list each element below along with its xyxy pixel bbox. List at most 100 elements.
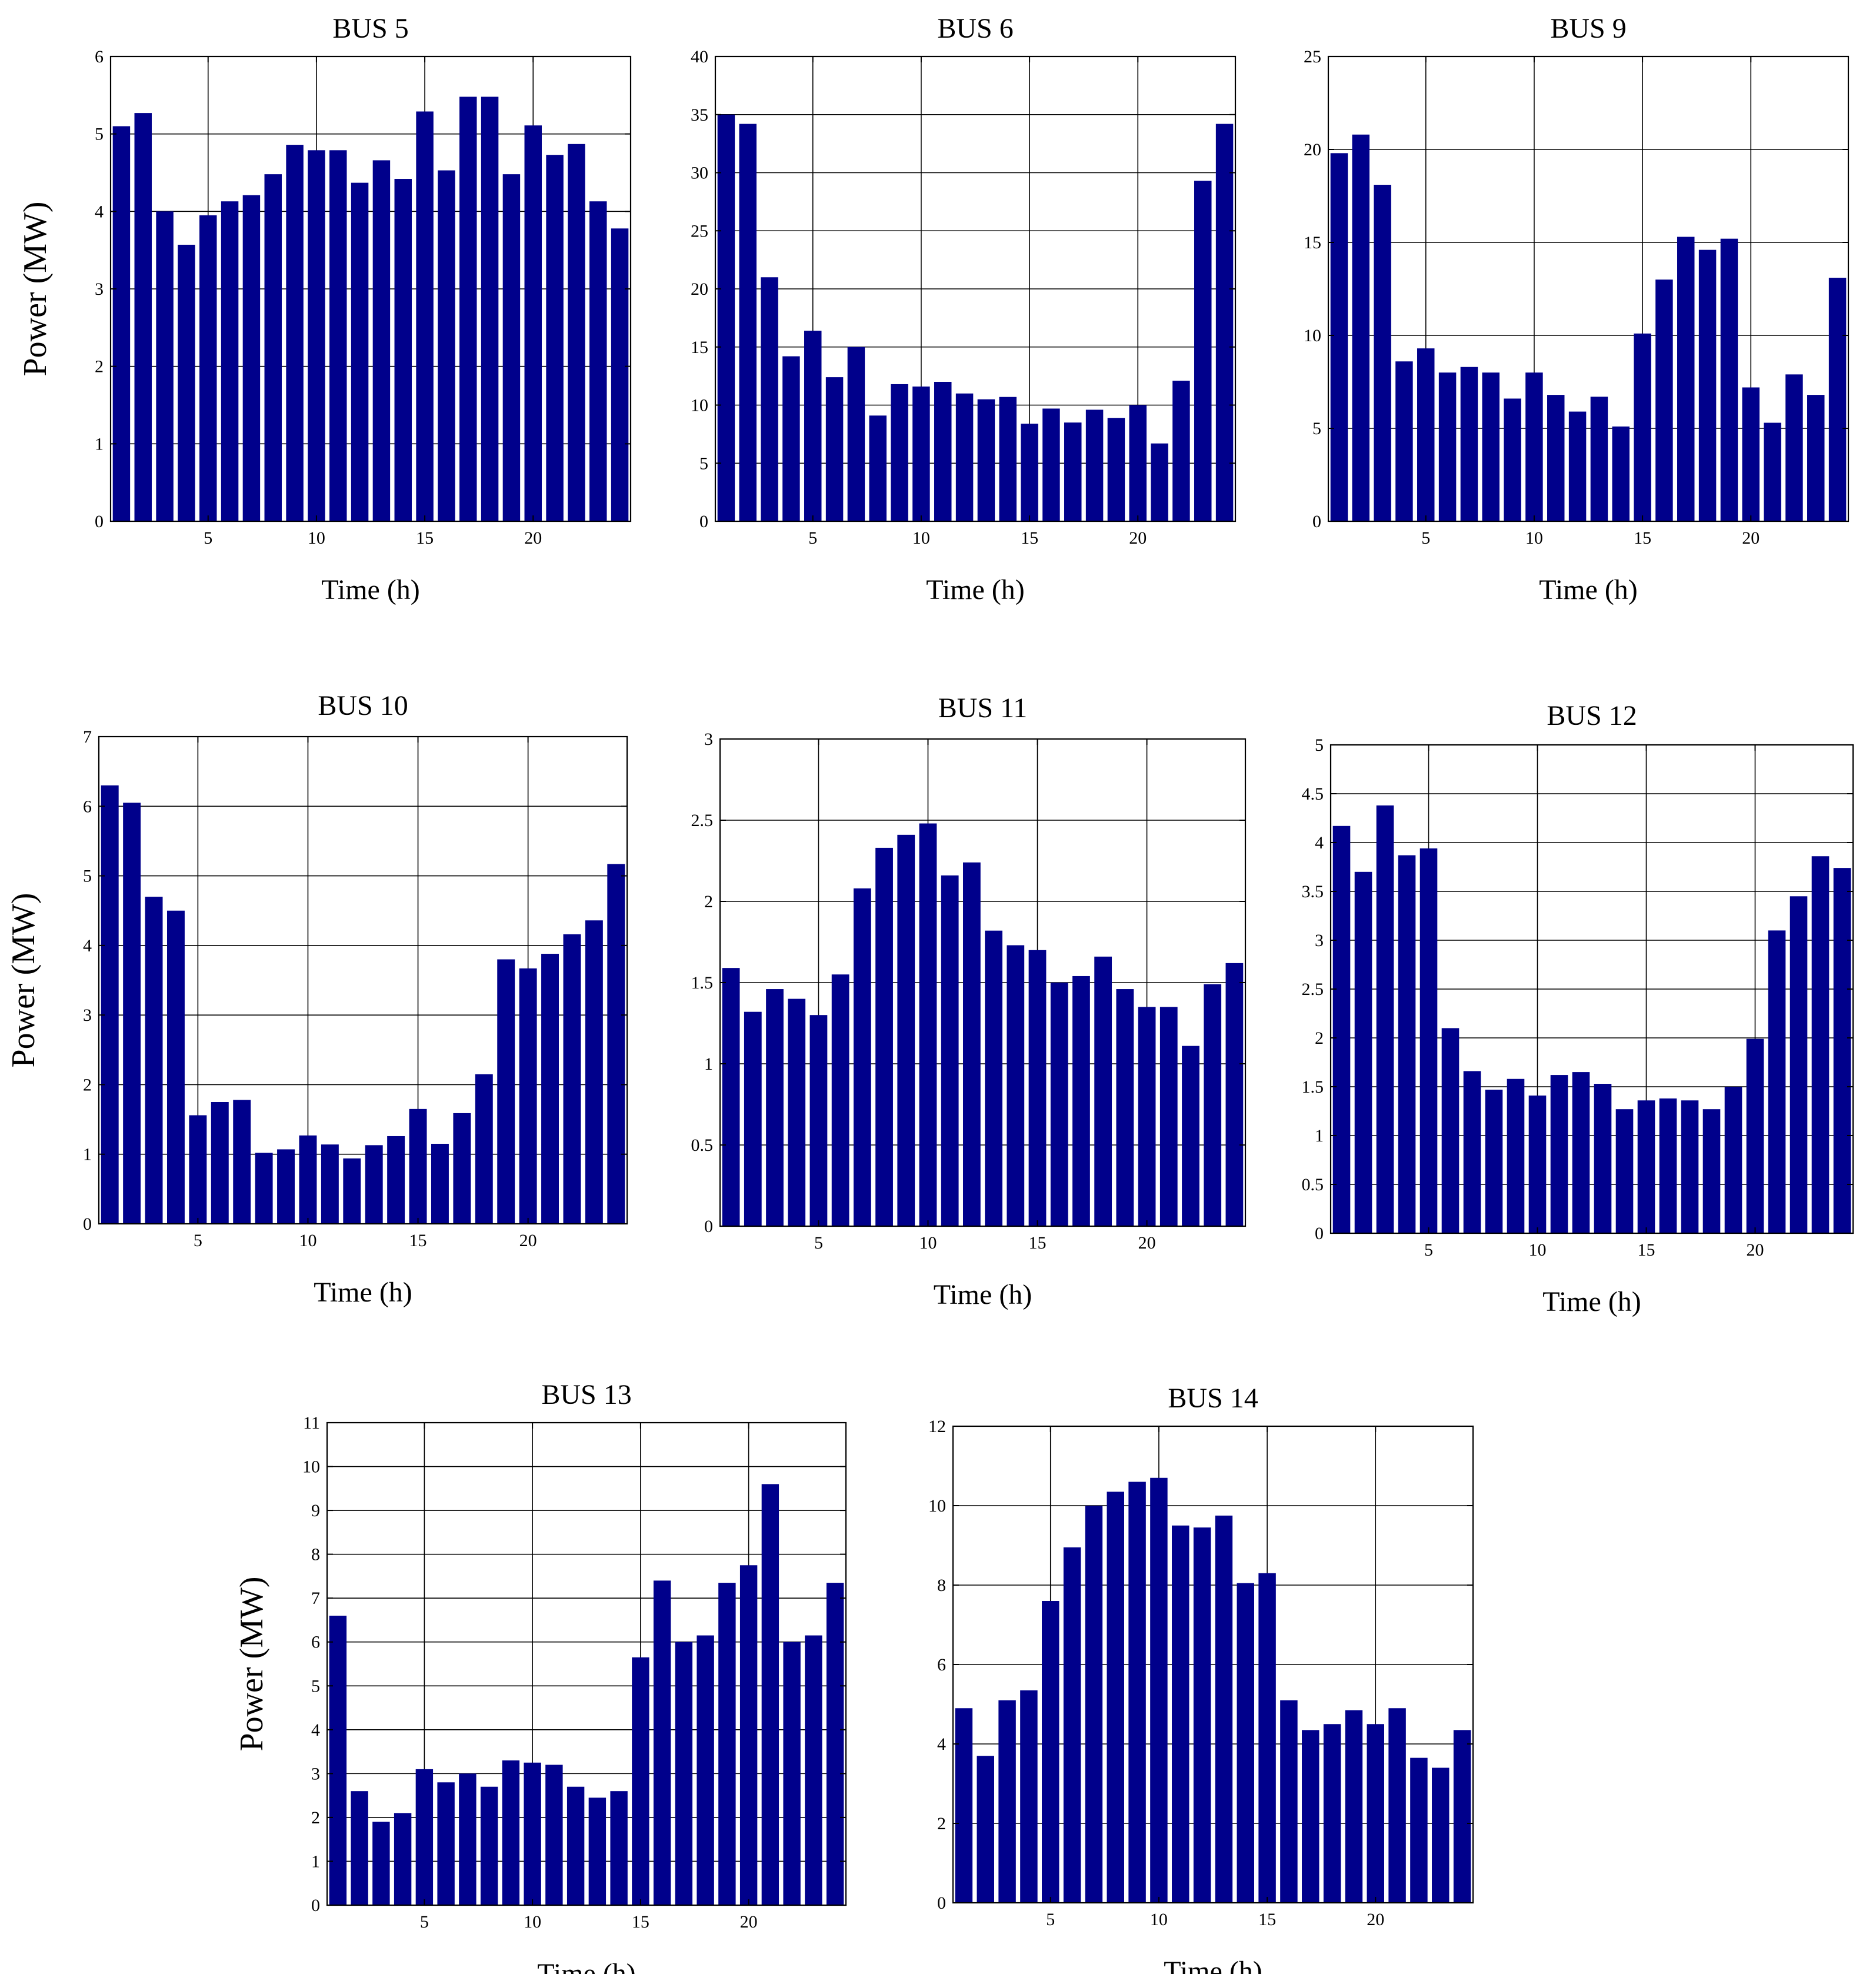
bar-bus10-h10 xyxy=(299,1135,317,1224)
y-tick-label: 1 xyxy=(83,1145,92,1164)
bar-bus14-h13 xyxy=(1215,1515,1233,1903)
bar-bus12-h13 xyxy=(1594,1084,1612,1233)
bar-bus10-h16 xyxy=(431,1143,449,1224)
bar-bus11-h3 xyxy=(766,989,784,1226)
bar-bus12-h15 xyxy=(1637,1100,1655,1233)
y-tick-label: 4 xyxy=(95,202,104,221)
bar-bus5-h23 xyxy=(589,201,607,521)
x-tick-label: 15 xyxy=(1638,1240,1655,1260)
y-tick-label: 25 xyxy=(1304,47,1321,66)
bar-bus12-h18 xyxy=(1702,1109,1721,1233)
bar-bus5-h9 xyxy=(286,145,304,522)
bar-bus13-h24 xyxy=(826,1583,844,1905)
bar-bus6-h13 xyxy=(977,399,995,521)
bar-bus10-h15 xyxy=(409,1108,427,1224)
bar-bus11-h15 xyxy=(1028,950,1047,1226)
bar-bus6-h17 xyxy=(1064,422,1082,521)
y-tick-label: 4.5 xyxy=(1302,784,1324,804)
bar-bus6-h2 xyxy=(739,124,757,522)
bar-bus13-h22 xyxy=(783,1642,801,1905)
bar-bus6-h16 xyxy=(1042,408,1060,521)
y-tick-label: 6 xyxy=(937,1655,946,1675)
chart-title: BUS 13 xyxy=(541,1379,631,1410)
y-tick-label: 3 xyxy=(704,730,713,749)
y-tick-label: 1 xyxy=(1315,1126,1324,1146)
y-tick-label: 35 xyxy=(691,105,708,125)
y-tick-label: 6 xyxy=(95,47,104,66)
bar-bus9-h21 xyxy=(1764,422,1781,521)
bar-bus6-h9 xyxy=(891,384,908,521)
bar-bus6-h3 xyxy=(761,277,778,521)
bar-bus10-h7 xyxy=(233,1100,251,1224)
chart-bus11: 5 10 15 20 0 0.5 1 1.5 2 2.5 3 BUS 11 Time (h) xyxy=(691,693,1247,1310)
bar-bus13-h11 xyxy=(545,1765,563,1905)
x-axis-label: Time (h) xyxy=(926,574,1025,605)
bar-bus11-h11 xyxy=(941,875,959,1226)
bar-bus9-h12 xyxy=(1568,411,1587,521)
bar-bus12-h3 xyxy=(1376,805,1394,1233)
bar-bus12-h11 xyxy=(1550,1075,1568,1233)
bar-bus10-h4 xyxy=(166,910,185,1224)
bar-bus6-h23 xyxy=(1194,181,1212,521)
bar-bus14-h22 xyxy=(1410,1757,1428,1903)
bar-bus12-h17 xyxy=(1681,1100,1699,1233)
bar-bus6-h20 xyxy=(1129,405,1147,521)
bar-bus11-h5 xyxy=(809,1015,828,1226)
y-tick-label: 9 xyxy=(311,1501,320,1520)
bar-bus5-h13 xyxy=(372,160,391,521)
x-tick-label: 20 xyxy=(1129,528,1147,548)
bar-bus11-h24 xyxy=(1225,963,1244,1226)
x-tick-label: 15 xyxy=(1258,1910,1276,1929)
bar-bus11-h18 xyxy=(1094,956,1112,1226)
bar-bus11-h13 xyxy=(985,930,1002,1226)
bar-bus13-h1 xyxy=(329,1616,347,1905)
x-tick-label: 15 xyxy=(1634,528,1651,548)
x-tick-label: 20 xyxy=(519,1231,537,1250)
bar-bus9-h18 xyxy=(1698,249,1717,521)
x-tick-label: 20 xyxy=(1138,1233,1156,1253)
chart-bus10: 5 10 15 20 0 1 2 3 4 5 6 7 BUS 10 Time (h) Power (MW) xyxy=(5,690,628,1308)
bar-bus9-h10 xyxy=(1525,372,1543,521)
bar-bus11-h23 xyxy=(1204,984,1222,1226)
chart-bus9: 5 10 15 20 0 5 10 15 20 25 BUS 9 Time (h) xyxy=(1304,13,1850,605)
bar-bus5-h14 xyxy=(394,179,412,521)
bar-bus6-h22 xyxy=(1172,381,1190,521)
bar-bus13-h5 xyxy=(415,1769,434,1905)
bar-bus5-h24 xyxy=(611,228,629,521)
y-tick-label: 1 xyxy=(95,434,104,454)
bar-bus11-h12 xyxy=(963,862,981,1226)
bar-bus6-h6 xyxy=(825,377,844,521)
bar-bus12-h21 xyxy=(1768,930,1786,1233)
bar-bus14-h3 xyxy=(998,1700,1016,1903)
y-tick-label: 0 xyxy=(311,1896,320,1915)
bar-bus5-h20 xyxy=(524,125,542,521)
y-axis-label: Power (MW) xyxy=(5,893,42,1067)
bar-bus11-h21 xyxy=(1159,1007,1178,1226)
y-tick-label: 6 xyxy=(311,1633,320,1652)
bar-bus13-h12 xyxy=(567,1786,585,1905)
axes-frame xyxy=(98,735,628,1225)
x-tick-label: 5 xyxy=(1421,528,1430,548)
x-tick-label: 10 xyxy=(919,1233,937,1253)
bar-bus6-h15 xyxy=(1021,424,1038,521)
bar-bus13-h21 xyxy=(761,1484,779,1905)
x-axis-label: Time (h) xyxy=(1164,1956,1262,1974)
bar-bus10-h20 xyxy=(519,968,537,1224)
bar-bus14-h10 xyxy=(1150,1477,1168,1903)
bar-bus9-h14 xyxy=(1612,426,1630,521)
x-tick-label: 10 xyxy=(308,528,325,548)
bar-bus10-h17 xyxy=(453,1113,471,1224)
bar-bus5-h4 xyxy=(178,244,195,521)
y-tick-label: 5 xyxy=(311,1676,320,1696)
bar-bus14-h6 xyxy=(1063,1547,1081,1903)
bar-bus14-h18 xyxy=(1323,1724,1341,1903)
bar-bus13-h16 xyxy=(653,1580,671,1905)
bar-bus12-h24 xyxy=(1833,868,1851,1233)
bar-bus5-h10 xyxy=(308,150,325,522)
x-tick-label: 10 xyxy=(299,1231,316,1250)
bar-bus13-h7 xyxy=(459,1773,477,1905)
bar-bus5-h1 xyxy=(112,126,131,521)
bar-bus6-h10 xyxy=(912,386,930,521)
bar-bus13-h3 xyxy=(372,1822,390,1905)
bar-bus9-h3 xyxy=(1374,185,1391,521)
